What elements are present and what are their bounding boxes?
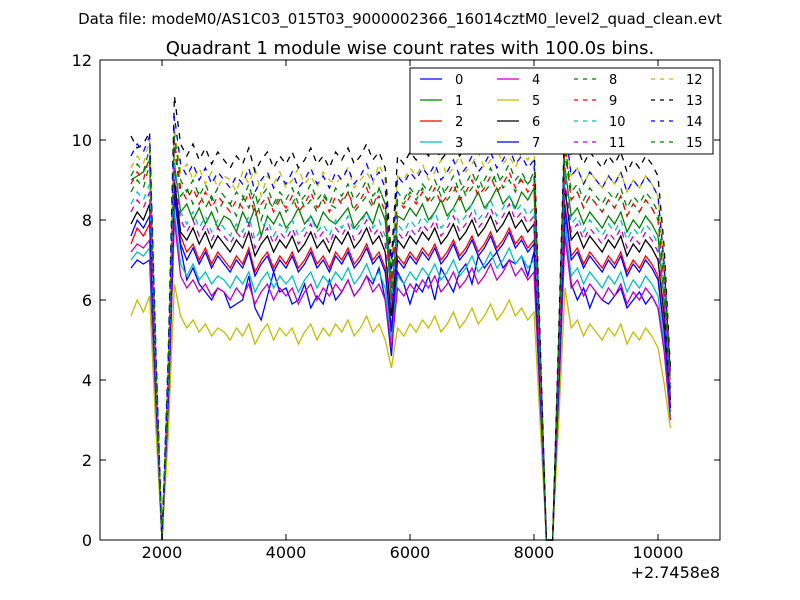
legend-label-5: 5 bbox=[532, 94, 540, 109]
legend-label-6: 6 bbox=[532, 115, 540, 130]
legend-label-15: 15 bbox=[686, 136, 703, 151]
legend-label-8: 8 bbox=[609, 73, 617, 88]
series-line-4 bbox=[130, 219, 672, 541]
x-tick-label: 8000 bbox=[514, 543, 555, 562]
y-tick-label: 6 bbox=[82, 291, 92, 310]
series-line-3 bbox=[130, 211, 672, 541]
legend-label-13: 13 bbox=[686, 94, 703, 109]
series-line-11 bbox=[130, 167, 672, 541]
y-tick-label: 4 bbox=[82, 371, 92, 390]
figure-suptitle: Data file: modeM0/AS1C03_015T03_90000023… bbox=[78, 10, 722, 29]
legend-label-3: 3 bbox=[455, 136, 463, 151]
legend-label-2: 2 bbox=[455, 115, 463, 130]
series-line-5 bbox=[130, 283, 672, 541]
x-tick-label: 10000 bbox=[633, 543, 684, 562]
y-tick-label: 0 bbox=[82, 531, 92, 550]
legend-label-4: 4 bbox=[532, 73, 540, 88]
x-offset-label: +2.7458e8 bbox=[631, 563, 720, 582]
y-tick-label: 8 bbox=[82, 211, 92, 230]
x-tick-label: 6000 bbox=[390, 543, 431, 562]
legend-label-12: 12 bbox=[686, 73, 703, 88]
series-line-2 bbox=[130, 183, 672, 541]
x-tick-label: 4000 bbox=[266, 543, 307, 562]
series-line-12 bbox=[130, 127, 672, 541]
series-line-6 bbox=[130, 179, 672, 541]
legend-label-0: 0 bbox=[455, 73, 463, 88]
series-line-7 bbox=[130, 191, 672, 541]
legend-label-9: 9 bbox=[609, 94, 617, 109]
series-line-13 bbox=[130, 95, 672, 541]
legend-label-7: 7 bbox=[532, 136, 540, 151]
series-line-8 bbox=[130, 147, 672, 541]
legend-label-11: 11 bbox=[609, 136, 626, 151]
legend-label-14: 14 bbox=[686, 115, 703, 130]
chart-title: Quadrant 1 module wise count rates with … bbox=[166, 38, 655, 59]
plot-lines bbox=[130, 95, 672, 541]
legend-label-10: 10 bbox=[609, 115, 626, 130]
series-line-1 bbox=[130, 157, 672, 541]
y-tick-label: 2 bbox=[82, 451, 92, 470]
series-line-15 bbox=[130, 135, 672, 541]
series-line-9 bbox=[130, 139, 672, 541]
x-tick-label: 2000 bbox=[142, 543, 183, 562]
legend-label-1: 1 bbox=[455, 94, 463, 109]
series-line-10 bbox=[130, 159, 672, 541]
y-tick-label: 12 bbox=[72, 51, 92, 70]
legend-box bbox=[409, 67, 714, 155]
y-tick-label: 10 bbox=[72, 131, 92, 150]
series-line-14 bbox=[130, 115, 672, 541]
